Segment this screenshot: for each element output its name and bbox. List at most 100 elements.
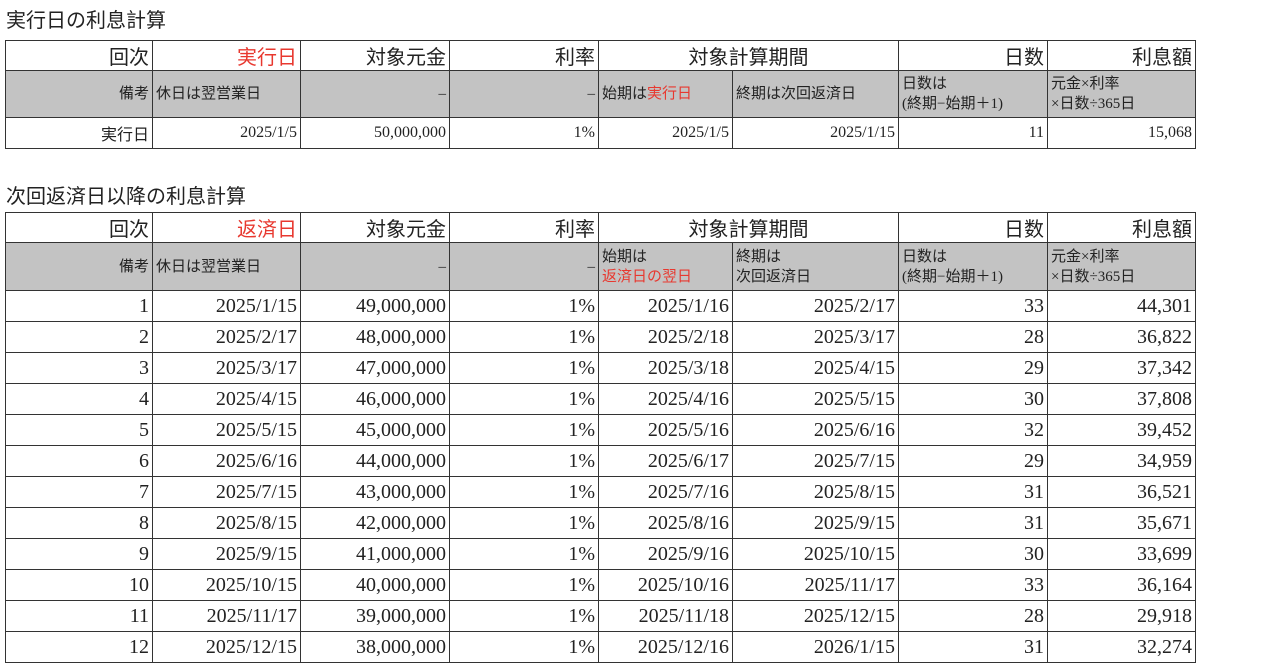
text-segment: 利息額 — [1132, 47, 1192, 69]
data-cell: 2025/1/5 — [152, 117, 301, 149]
data-cell: 2026/1/15 — [732, 631, 899, 663]
data-cell: 1% — [449, 507, 599, 539]
note-row: 備考 休日は翌営業日 – – 始期は 返済日の翌日 終期は 次回返済日 日数は (終期−始期＋1)… — [5, 242, 1196, 291]
text-segment: 次回返済日 — [736, 268, 812, 285]
data-cell: 36,164 — [1047, 569, 1196, 601]
data-row: 9 2025/9/15 41,000,000 1% 2025/9/16 2025/10/1… — [5, 538, 1196, 570]
data-cell: 2025/9/16 — [598, 538, 733, 570]
note-cell: 日数は (終期−始期＋1) — [898, 242, 1048, 291]
text-segment: – — [438, 86, 447, 102]
data-cell: 2025/4/16 — [598, 383, 733, 415]
text-segment: 日数 — [1004, 219, 1044, 241]
data-cell: 2025/10/15 — [152, 569, 301, 601]
data-cell: 1% — [449, 290, 599, 322]
data-cell: 50,000,000 — [300, 117, 450, 149]
data-cell: 2025/3/17 — [152, 352, 301, 384]
data-cell: 2025/8/15 — [152, 507, 301, 539]
data-cell: 2025/2/17 — [152, 321, 301, 353]
data-cell: 2025/5/15 — [152, 414, 301, 446]
data-cell: 36,521 — [1047, 476, 1196, 508]
text-segment: (終期−始期＋1) — [902, 268, 1003, 285]
data-cell: 2025/10/16 — [598, 569, 733, 601]
text-segment: 利率 — [555, 219, 595, 241]
text-segment: 回次 — [109, 219, 149, 241]
data-cell: 1% — [449, 631, 599, 663]
data-cell: 2025/3/18 — [598, 352, 733, 384]
header-cell: 実行日 — [152, 40, 301, 71]
data-cell: 2025/3/17 — [732, 321, 899, 353]
note-line: 始期は実行日 — [602, 84, 729, 104]
data-cell: 10 — [5, 569, 153, 601]
text-segment: 対象元金 — [366, 47, 446, 69]
data-row: 8 2025/8/15 42,000,000 1% 2025/8/16 2025/9/15… — [5, 507, 1196, 539]
data-cell: 2025/1/15 — [732, 117, 899, 149]
data-cell: 37,342 — [1047, 352, 1196, 384]
data-cell: 29 — [898, 445, 1048, 477]
note-cell: 備考 — [5, 242, 153, 291]
data-cell: 2025/1/16 — [598, 290, 733, 322]
note-line: 終期は次回返済日 — [736, 84, 895, 104]
data-row: 10 2025/10/15 40,000,000 1% 2025/10/16 2025/1… — [5, 569, 1196, 601]
note-line: 備考 — [9, 257, 149, 277]
data-cell: 2025/4/15 — [732, 352, 899, 384]
note-row: 備考 休日は翌営業日 – – 始期は実行日 終期は次回返済日 日数は (終期−始期＋1) 元金×… — [5, 70, 1196, 118]
data-cell: 38,000,000 — [300, 631, 450, 663]
note-line: 始期は — [602, 247, 729, 267]
data-cell: 2025/7/15 — [732, 445, 899, 477]
note-cell: – — [449, 70, 599, 118]
text-segment: 日数 — [1004, 47, 1044, 69]
text-segment: 実行日 — [237, 47, 297, 69]
note-line: (終期−始期＋1) — [902, 94, 1044, 114]
data-cell: 1% — [449, 117, 599, 149]
text-segment: 返済日の翌日 — [602, 268, 693, 285]
text-segment: 返済日 — [237, 219, 297, 241]
data-cell: 1% — [449, 476, 599, 508]
data-cell: 44,301 — [1047, 290, 1196, 322]
note-cell: 備考 — [5, 70, 153, 118]
data-cell: 1% — [449, 600, 599, 632]
data-cell: 2025/7/15 — [152, 476, 301, 508]
data-row: 実行日 2025/1/5 50,000,000 1% 2025/1/5 2025/1/15… — [5, 117, 1196, 149]
note-line: – — [304, 257, 447, 277]
text-segment: 利率 — [555, 47, 595, 69]
data-cell: 2025/9/15 — [732, 507, 899, 539]
header-cell: 対象計算期間 — [598, 212, 899, 243]
data-cell: 7 — [5, 476, 153, 508]
text-segment: 対象計算期間 — [688, 219, 809, 241]
data-cell: 31 — [898, 507, 1048, 539]
text-segment: (終期−始期＋1) — [902, 96, 1003, 112]
header-cell: 利息額 — [1047, 212, 1196, 243]
data-cell: 40,000,000 — [300, 569, 450, 601]
text-segment: 元金×利率 — [1051, 76, 1120, 92]
text-segment: 休日は翌営業日 — [156, 86, 262, 102]
data-cell: 実行日 — [5, 117, 153, 149]
data-cell: 4 — [5, 383, 153, 415]
data-row: 4 2025/4/15 46,000,000 1% 2025/4/16 2025/5/15… — [5, 383, 1196, 415]
data-cell: 29,918 — [1047, 600, 1196, 632]
text-segment: 始期は — [602, 86, 648, 102]
data-cell: 42,000,000 — [300, 507, 450, 539]
note-line: 日数は — [902, 247, 1044, 267]
header-row: 回次 返済日 対象元金 利率 対象計算期間 日数 利息額 — [5, 212, 1196, 243]
header-cell: 日数 — [898, 40, 1048, 71]
data-cell: 2025/7/16 — [598, 476, 733, 508]
interest-table: 回次 実行日 対象元金 利率 対象計算期間 日数 利息額 備考 休日は翌営業日 – – 始期は実行日終… — [5, 40, 1196, 149]
header-cell: 返済日 — [152, 212, 301, 243]
note-line: – — [453, 257, 596, 277]
data-cell: 1% — [449, 569, 599, 601]
text-segment: 備考 — [118, 258, 149, 275]
section-title: 実行日の利息計算 — [6, 10, 166, 32]
data-cell: 1% — [449, 352, 599, 384]
data-cell: 43,000,000 — [300, 476, 450, 508]
text-segment: ×日数÷365日 — [1051, 268, 1136, 285]
data-cell: 9 — [5, 538, 153, 570]
header-cell: 回次 — [5, 212, 153, 243]
data-cell: 39,000,000 — [300, 600, 450, 632]
text-segment: 終期は次回返済日 — [736, 86, 857, 102]
data-cell: 31 — [898, 476, 1048, 508]
note-cell: 日数は (終期−始期＋1) — [898, 70, 1048, 118]
data-row: 3 2025/3/17 47,000,000 1% 2025/3/18 2025/4/15… — [5, 352, 1196, 384]
header-cell: 利息額 — [1047, 40, 1196, 71]
note-cell: 休日は翌営業日 — [152, 242, 301, 291]
